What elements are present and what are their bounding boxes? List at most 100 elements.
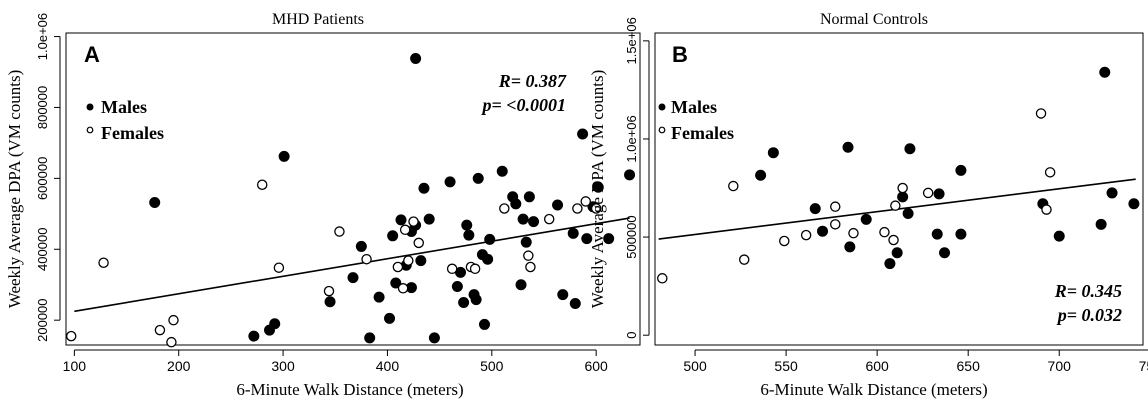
panel-b-point-male — [897, 191, 909, 203]
panel-a-point-male — [415, 255, 427, 267]
panel-b-x-tick-label: 600 — [865, 358, 889, 374]
panel-b-x-tick-label: 700 — [1048, 358, 1072, 374]
panel-a-point-male — [484, 233, 496, 245]
panel-a-point-female — [166, 336, 177, 348]
panel-b-point-female — [830, 201, 841, 212]
panel-a-point-female — [408, 216, 419, 227]
panel-a-point-female — [65, 330, 77, 342]
panel-b-y-tick-label: 500000 — [624, 215, 639, 258]
panel-b-point-female — [779, 235, 790, 247]
panel-a-point-male — [384, 312, 396, 324]
panel-a-point-male — [552, 199, 564, 211]
panel-a-x-tick-label: 100 — [63, 358, 87, 374]
panel-a-point-female — [361, 253, 372, 265]
panel-a-point-male — [557, 289, 569, 301]
panel-a-point-male — [569, 298, 581, 310]
panel-a-y-tick-label: 800000 — [35, 86, 50, 129]
panel-b-point-female — [1044, 167, 1056, 178]
panel-b-x-tick-label: 750 — [1139, 358, 1148, 374]
panel-b-point-female — [1035, 108, 1047, 119]
panel-b-point-male — [755, 169, 767, 181]
panel-a-point-male — [603, 233, 615, 245]
panel-b-legend: Males Females — [658, 97, 734, 143]
panel-b-y-tick-label: 1.0e+06 — [624, 115, 639, 162]
panel-b-point-male — [931, 228, 943, 240]
panel-a-point-female — [523, 250, 534, 261]
panel-b-point-female — [922, 187, 934, 199]
panel-a-y-tick-label: 1.0e+06 — [35, 13, 50, 60]
panel-a-point-male — [581, 233, 593, 245]
panel-b-point-male — [1095, 218, 1107, 230]
panel-a-point-male — [567, 227, 579, 239]
panel-a-point-male — [423, 213, 435, 225]
panel-b-point-male — [904, 143, 916, 155]
panel-a-point-male — [364, 332, 376, 344]
panel-b-point-male — [844, 241, 856, 253]
panel-a-point-female — [256, 179, 268, 190]
panel-a-letter: A — [84, 42, 100, 67]
panel-a-point-male — [510, 198, 522, 210]
panel-a-r-value: R= 0.387 — [498, 71, 567, 91]
panel-b-point-female — [879, 226, 890, 238]
panel-a-legend-males: Males — [101, 97, 147, 117]
panel-a-legend-females: Females — [101, 123, 164, 143]
panel-a-point-male — [470, 294, 482, 306]
panel-b-point-female — [728, 180, 739, 192]
panel-a-point-male — [387, 230, 399, 242]
panel-b-x-tick-label: 650 — [957, 358, 981, 374]
panel-a-point-male — [520, 236, 532, 248]
panel-a-point-male — [478, 318, 490, 330]
panel-a-point-male — [269, 318, 281, 330]
panel-a-point-male — [390, 277, 402, 289]
panel-a-point-female — [323, 285, 335, 297]
panel-a-legend-females-marker — [86, 126, 94, 134]
panel-a-point-female — [392, 261, 404, 273]
panel-b-point-male — [1053, 230, 1065, 242]
panel-b-point-female — [848, 227, 859, 239]
panel-a-point-male — [347, 272, 359, 284]
panel-a-p-value: p= <0.0001 — [480, 95, 566, 115]
panel-a-point-female — [399, 224, 411, 236]
panel-a-point-male — [395, 214, 407, 226]
panel-a-legend-males-marker — [86, 103, 94, 111]
panel-b-point-female — [738, 254, 750, 265]
panel-a-point-female — [403, 255, 414, 266]
panel-a-point-female — [273, 262, 285, 273]
panel-b-x-tick-label: 500 — [683, 358, 707, 374]
panel-b-p-value: p= 0.032 — [1056, 305, 1122, 325]
panel-a-point-male — [373, 291, 385, 303]
panel-a-point-male — [517, 213, 529, 225]
panel-a-point-male — [418, 182, 430, 194]
panel-a-y-tick-label: 400000 — [35, 228, 50, 271]
panel-a-point-female — [168, 314, 179, 326]
panel-a-point-male — [149, 196, 161, 208]
panel-b-point-male — [817, 225, 829, 237]
panel-a-point-female — [334, 226, 345, 237]
panel-b-x-axis-label: 6-Minute Walk Distance (meters) — [760, 380, 987, 399]
panel-b-normal-controls: Normal Controls B R= 0.345 p= 0.032 Male… — [588, 11, 1148, 399]
panel-a-point-female — [543, 213, 555, 225]
panel-a-point-female — [98, 257, 109, 268]
panel-b-point-male — [902, 208, 914, 220]
panel-a-point-male — [278, 150, 290, 162]
panel-a-regression-line — [74, 217, 630, 313]
panel-b-legend-females-marker — [658, 126, 666, 134]
panel-a-x-axis-label: 6-Minute Walk Distance (meters) — [236, 380, 463, 399]
panel-b-point-male — [955, 228, 967, 240]
panel-b-point-male — [939, 247, 951, 259]
panel-b-legend-males-marker — [658, 103, 666, 111]
panel-b-point-male — [1099, 66, 1111, 78]
panel-a-point-male — [355, 240, 367, 252]
panel-a-point-male — [482, 253, 494, 265]
panel-b-point-male — [891, 247, 903, 259]
panel-a-points — [65, 53, 636, 348]
panel-a-y-tick-label: 200000 — [35, 298, 50, 341]
panel-b-point-male — [955, 164, 967, 176]
panel-a-point-male — [444, 176, 456, 188]
panel-a-point-female — [154, 324, 166, 336]
panel-b-point-female — [1041, 204, 1052, 215]
panel-b-point-female — [800, 229, 812, 241]
panel-a-point-male — [592, 181, 604, 193]
panel-a-mhd-patients: MHD Patients A R= 0.387 p= <0.0001 Males… — [5, 11, 641, 399]
